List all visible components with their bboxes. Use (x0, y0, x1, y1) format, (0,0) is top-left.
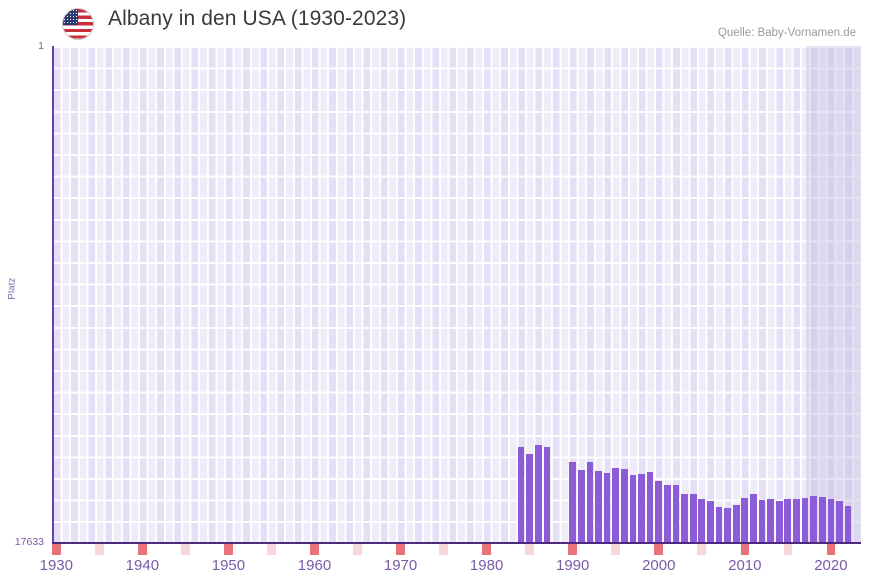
bar-2005 (698, 499, 706, 543)
bar-1995 (612, 468, 620, 543)
bar-2013 (767, 499, 774, 543)
plot-area (52, 46, 861, 543)
bar-2008 (724, 508, 731, 543)
chart-header: Albany in den USA (1930-2023) Quelle: Ba… (0, 0, 873, 44)
bar-2000 (655, 481, 663, 543)
x-tick-label-1970: 1970 (383, 557, 418, 574)
bar-1986 (534, 445, 542, 543)
x-tick-label-2020: 2020 (814, 557, 848, 574)
tickmark-2000 (654, 544, 664, 555)
bar-1998 (638, 474, 645, 543)
tickmark-1965 (353, 544, 362, 555)
x-tick-label-1990: 1990 (555, 557, 590, 574)
x-tick-label-1980: 1980 (469, 557, 504, 574)
tickmark-2005 (697, 544, 707, 555)
source-credit: Quelle: Baby-Vornamen.de (717, 27, 856, 39)
tickmark-1970 (396, 544, 405, 555)
bar-1990 (569, 462, 577, 543)
bar-2007 (715, 507, 723, 543)
bar-1984 (517, 447, 525, 543)
bar-2019 (818, 497, 826, 543)
bar-2020 (827, 499, 835, 543)
y-axis-tick-top: 1 (38, 40, 44, 52)
x-tick-label-1930: 1930 (39, 557, 73, 574)
bar-1997 (629, 475, 637, 543)
bar-2014 (775, 501, 783, 543)
bar-2011 (750, 494, 757, 543)
x-tick-label-1940: 1940 (125, 557, 160, 574)
bar-1985 (526, 454, 533, 543)
x-axis-tick-labels: 1930 1940 1950 1960 1970 1980 1990 2000 2010 2020 (40, 557, 861, 583)
x-tick-label-2000: 2000 (642, 557, 676, 574)
tickmark-1940 (138, 544, 147, 555)
tickmark-1980 (482, 544, 491, 555)
bar-2012 (758, 500, 766, 543)
tickmark-1975 (439, 544, 448, 555)
tickmark-1950 (224, 544, 233, 555)
tickmark-2015 (783, 544, 793, 555)
tickmark-1960 (310, 544, 319, 555)
shaded-future-region (806, 46, 861, 543)
tickmark-2020 (826, 544, 836, 555)
tickmark-1955 (267, 544, 276, 555)
bar-1999 (646, 472, 654, 543)
bar-2006 (707, 501, 714, 543)
bar-1991 (577, 470, 585, 543)
tickmark-2010 (740, 544, 750, 555)
bar-1994 (603, 473, 611, 543)
tickmark-1995 (611, 544, 620, 555)
bar-2002 (672, 485, 680, 543)
bar-2022 (844, 506, 852, 543)
bar-1992 (586, 462, 594, 543)
x-axis-tickmarks (52, 544, 861, 555)
page-title: Albany in den USA (1930-2023) (108, 7, 407, 30)
bar-2004 (689, 494, 697, 543)
vertical-gridlines (52, 46, 861, 543)
bar-1993 (595, 471, 602, 543)
bar-2010 (741, 498, 749, 543)
x-tick-label-2010: 2010 (728, 557, 762, 574)
y-axis-line (52, 46, 54, 544)
bar-2015 (784, 499, 792, 543)
bar-2001 (663, 485, 671, 543)
bar-2021 (836, 501, 843, 543)
tickmark-1945 (181, 544, 190, 555)
flag-canton (63, 9, 78, 25)
x-tick-label-1950: 1950 (211, 557, 246, 574)
bar-2009 (732, 505, 740, 543)
tickmark-1990 (568, 544, 577, 555)
bar-series (52, 46, 861, 543)
bar-2018 (810, 496, 817, 543)
tickmark-1930 (52, 544, 61, 555)
us-flag-icon (62, 8, 94, 40)
bar-1996 (620, 469, 628, 543)
x-axis-line (52, 542, 861, 544)
tickmark-1935 (95, 544, 104, 555)
bar-2003 (681, 494, 688, 543)
bar-2016 (793, 499, 800, 543)
bar-2017 (801, 498, 809, 543)
bar-1987 (543, 447, 551, 543)
y-axis-tick-bottom: 17633 (14, 536, 44, 548)
tickmark-1985 (525, 544, 534, 555)
x-tick-label-1960: 1960 (297, 557, 332, 574)
y-axis-label: Platz (6, 277, 18, 300)
